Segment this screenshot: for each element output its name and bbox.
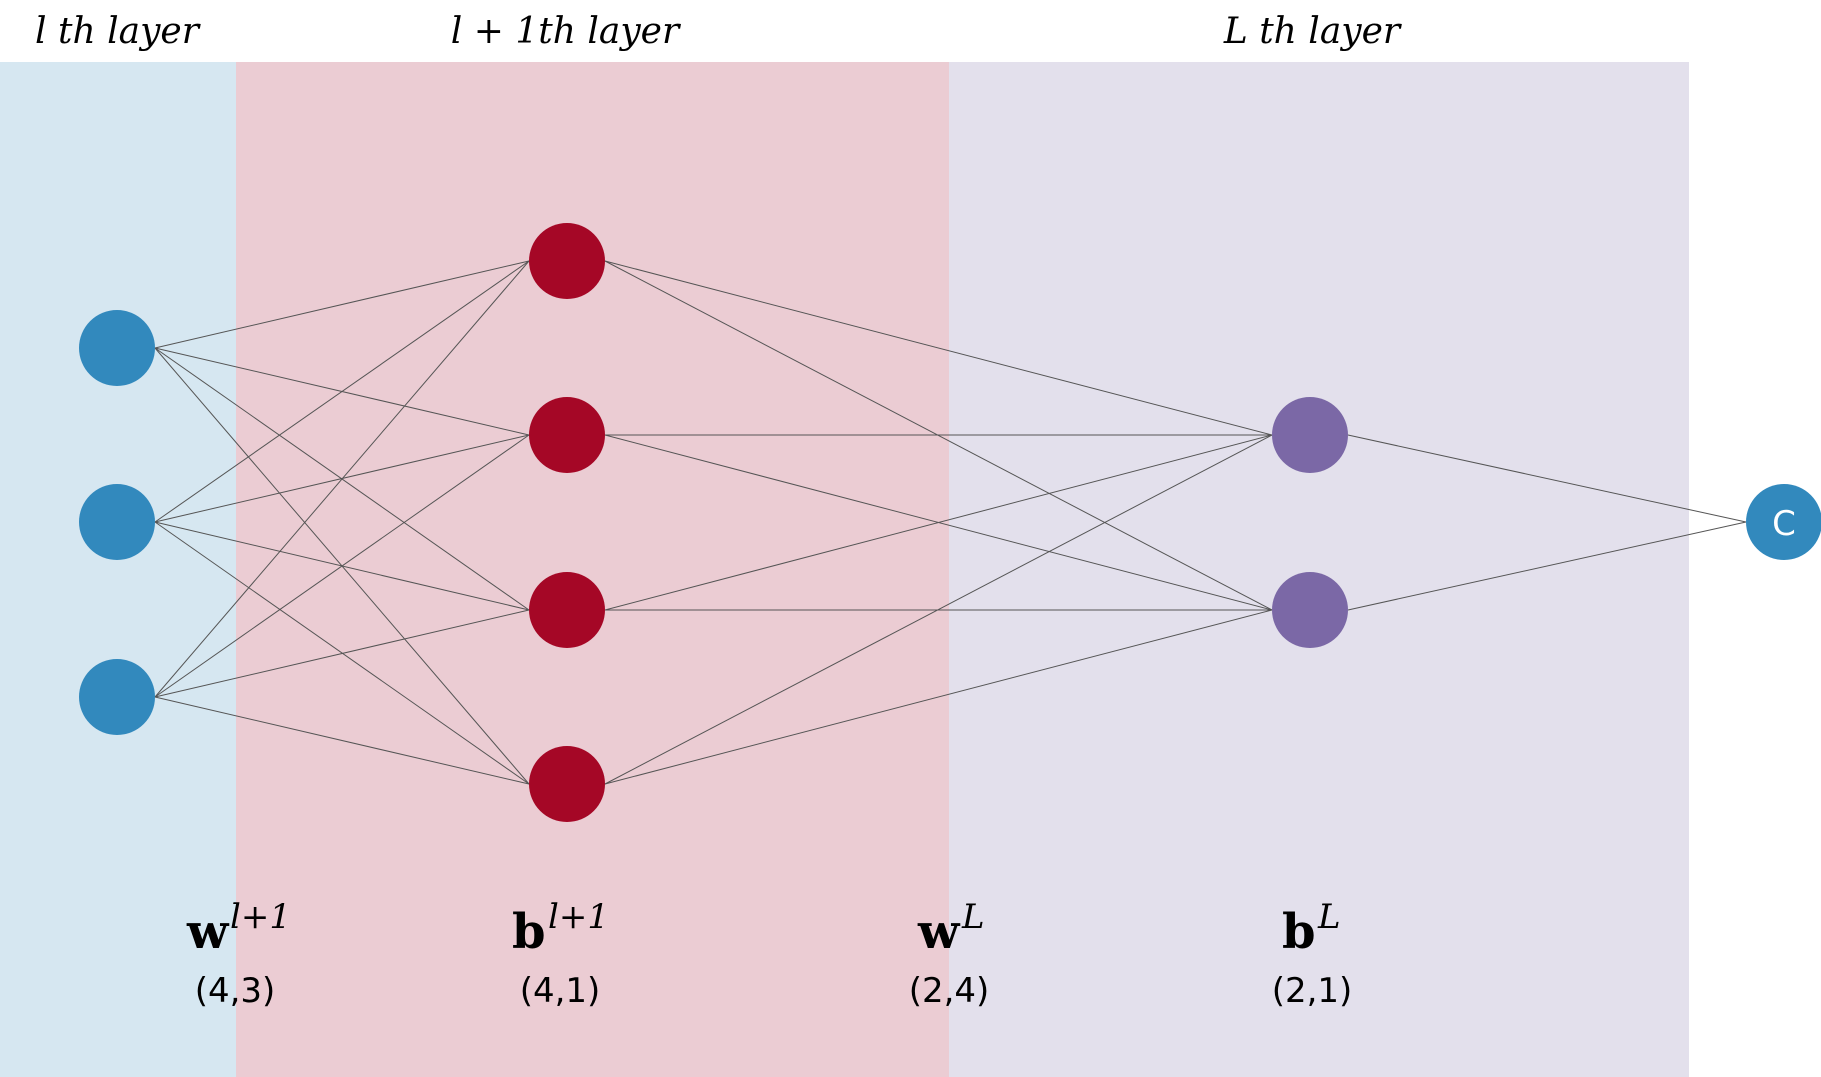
param-w-L: w L (2,4) xyxy=(909,897,990,1011)
param-w-l1-symbol: w xyxy=(186,904,230,960)
edge-0-2-3 xyxy=(154,696,530,785)
layer-l-node-3 xyxy=(79,659,155,735)
param-w-l1-shape: (4,3) xyxy=(195,971,276,1011)
param-b-l1-superscript: l+1 xyxy=(548,897,609,937)
layer-l-plus-1-node-1 xyxy=(529,223,605,299)
layer-l-title: l th layer xyxy=(35,11,201,52)
edge-0-2-0 xyxy=(154,260,530,698)
param-w-L-shape: (2,4) xyxy=(909,971,990,1011)
layer-l-plus-1-node-2 xyxy=(529,397,605,473)
edge-0-2-2 xyxy=(154,609,530,698)
edge-0-1-0 xyxy=(154,260,530,523)
edge-2-0-0 xyxy=(1347,434,1747,523)
edge-1-3-1 xyxy=(604,609,1273,785)
param-b-l1: b l+1 (4,1) xyxy=(512,897,609,1011)
layer-L-node-2 xyxy=(1272,572,1348,648)
param-b-L-symbol: b xyxy=(1282,904,1316,960)
output-node-label: C xyxy=(1772,504,1796,544)
layer-l-node-2 xyxy=(79,484,155,560)
layer-L-node-1 xyxy=(1272,397,1348,473)
layer-l-plus-1-title: l + 1th layer xyxy=(451,11,681,52)
layer-l-plus-1-node-4 xyxy=(529,746,605,822)
layer-L-band xyxy=(949,62,1689,1077)
param-b-L-superscript: L xyxy=(1317,897,1341,937)
layer-L-title: L th layer xyxy=(1223,11,1402,52)
edge-2-1-0 xyxy=(1347,521,1747,611)
layer-l-plus-1-node-3 xyxy=(529,572,605,648)
output-node-1 xyxy=(1746,484,1821,560)
param-b-l1-shape: (4,1) xyxy=(520,971,601,1011)
param-b-l1-symbol: b xyxy=(512,904,546,960)
edge-0-2-1 xyxy=(154,434,530,698)
param-w-L-superscript: L xyxy=(961,897,985,937)
edge-1-2-0 xyxy=(604,434,1273,611)
layer-l-node-1 xyxy=(79,310,155,386)
param-b-L: b L (2,1) xyxy=(1272,897,1353,1011)
layer-l-band xyxy=(0,62,236,1077)
connections xyxy=(154,260,1747,785)
param-w-l1: w l+1 (4,3) xyxy=(186,897,291,1011)
param-b-L-shape: (2,1) xyxy=(1272,971,1353,1011)
edge-1-0-0 xyxy=(604,260,1273,436)
param-w-L-symbol: w xyxy=(917,904,961,960)
edge-1-3-0 xyxy=(604,434,1273,785)
edge-0-0-0 xyxy=(154,260,530,349)
param-w-l1-superscript: l+1 xyxy=(230,897,291,937)
neurons xyxy=(79,223,1821,822)
